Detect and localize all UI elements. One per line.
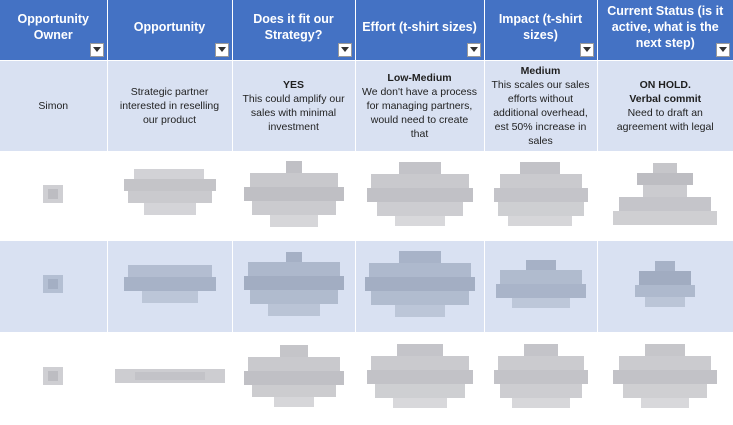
- filter-dropdown-icon[interactable]: [337, 42, 352, 57]
- cell-status[interactable]: ON HOLD. Verbal commit Need to draft an …: [597, 60, 733, 152]
- cell-owner-redacted[interactable]: [0, 240, 108, 333]
- status-verdict: ON HOLD.: [639, 78, 691, 91]
- redacted-block: [43, 367, 64, 385]
- filter-dropdown-icon[interactable]: [716, 42, 730, 57]
- redacted-block: [366, 344, 473, 408]
- strategy-detail: This could amplify our sales with minima…: [242, 92, 345, 133]
- redacted-block: [114, 369, 225, 383]
- redacted-block: [613, 344, 718, 408]
- cell-effort-redacted[interactable]: [355, 332, 485, 425]
- header-label: Does it fit our Strategy?: [253, 11, 334, 42]
- redacted-block: [366, 161, 473, 226]
- redacted-block: [495, 260, 586, 308]
- filter-dropdown-icon[interactable]: [579, 42, 594, 57]
- cell-impact-redacted[interactable]: [484, 151, 598, 241]
- status-verdict-secondary: Verbal commit: [629, 92, 702, 105]
- effort-verdict: Low-Medium: [387, 71, 452, 84]
- header-cell-impact[interactable]: Impact (t-shirt sizes): [484, 0, 598, 61]
- cell-effort-redacted[interactable]: [355, 151, 485, 241]
- redacted-block: [123, 168, 216, 219]
- redacted-block: [123, 265, 216, 303]
- cell-strategy-redacted[interactable]: [232, 332, 356, 425]
- redacted-block: [243, 160, 344, 227]
- header-label: Impact (t-shirt sizes): [498, 11, 583, 42]
- strategy-verdict: YES: [282, 78, 304, 91]
- table-row: Simon Strategic partner interested in re…: [0, 60, 733, 152]
- cell-owner-redacted[interactable]: [0, 151, 108, 241]
- cell-owner-redacted[interactable]: [0, 332, 108, 425]
- redacted-block: [43, 184, 64, 203]
- impact-verdict: Medium: [520, 64, 561, 77]
- header-row: Opportunity Owner Opportunity Does it fi…: [0, 0, 733, 61]
- header-cell-opportunity[interactable]: Opportunity: [107, 0, 233, 61]
- filter-dropdown-icon[interactable]: [89, 42, 104, 57]
- redacted-block: [635, 261, 696, 307]
- cell-strategy-redacted[interactable]: [232, 151, 356, 241]
- redacted-block: [243, 252, 344, 316]
- redacted-block: [43, 275, 64, 293]
- header-cell-effort[interactable]: Effort (t-shirt sizes): [355, 0, 485, 61]
- cell-impact[interactable]: Medium This scales our sales efforts wit…: [484, 60, 598, 152]
- cell-effort[interactable]: Low-Medium We don't have a process for m…: [355, 60, 485, 152]
- cell-status-redacted[interactable]: [597, 240, 733, 333]
- owner-text: Simon: [38, 99, 69, 112]
- table-row: [0, 240, 733, 333]
- cell-status-redacted[interactable]: [597, 332, 733, 425]
- header-cell-status[interactable]: Current Status (is it active, what is th…: [597, 0, 733, 61]
- header-label: Opportunity Owner: [17, 11, 89, 42]
- impact-detail: This scales our sales efforts without ad…: [491, 78, 590, 147]
- cell-opportunity-redacted[interactable]: [107, 240, 233, 333]
- filter-dropdown-icon[interactable]: [466, 42, 481, 57]
- filter-dropdown-icon[interactable]: [214, 42, 229, 57]
- opportunity-text: Strategic partner interested in resellin…: [119, 85, 220, 126]
- redacted-block: [364, 251, 475, 317]
- cell-impact-redacted[interactable]: [484, 240, 598, 333]
- header-label: Effort (t-shirt sizes): [362, 19, 477, 34]
- cell-owner[interactable]: Simon: [0, 60, 108, 152]
- table-row: [0, 332, 733, 425]
- cell-opportunity-redacted[interactable]: [107, 332, 233, 425]
- header-label: Opportunity: [133, 19, 206, 34]
- status-detail: Need to draft an agreement with legal: [616, 106, 714, 133]
- cell-impact-redacted[interactable]: [484, 332, 598, 425]
- cell-effort-redacted[interactable]: [355, 240, 485, 333]
- cell-status-redacted[interactable]: [597, 151, 733, 241]
- header-cell-strategy[interactable]: Does it fit our Strategy?: [232, 0, 356, 61]
- header-cell-owner[interactable]: Opportunity Owner: [0, 0, 108, 61]
- effort-detail: We don't have a process for managing par…: [361, 85, 478, 140]
- redacted-block: [493, 344, 588, 408]
- cell-strategy-fit[interactable]: YES This could amplify our sales with mi…: [232, 60, 356, 152]
- cell-opportunity-redacted[interactable]: [107, 151, 233, 241]
- redacted-block: [493, 161, 588, 226]
- table-row: [0, 151, 733, 241]
- cell-strategy-redacted[interactable]: [232, 240, 356, 333]
- redacted-block: [613, 162, 718, 225]
- redacted-block: [243, 345, 344, 407]
- header-label: Current Status (is it active, what is th…: [607, 3, 724, 50]
- cell-opportunity[interactable]: Strategic partner interested in resellin…: [107, 60, 233, 152]
